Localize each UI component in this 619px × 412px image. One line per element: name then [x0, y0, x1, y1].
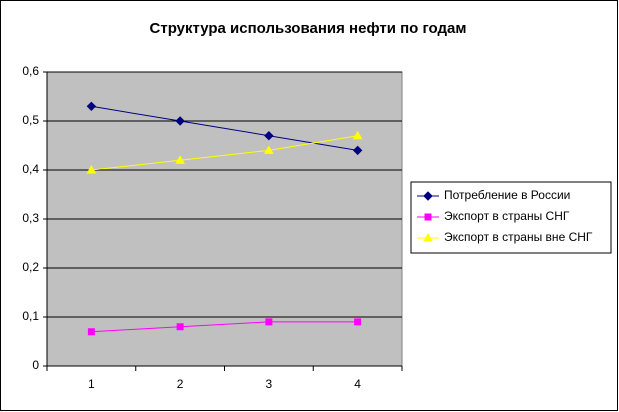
data-point — [86, 101, 97, 112]
chart-title: Структура использования нефти по годам — [150, 20, 467, 37]
data-point — [175, 155, 185, 164]
data-point — [86, 164, 97, 174]
y-tick-label: 0,6 — [22, 64, 39, 78]
data-point — [354, 318, 362, 326]
x-tick-label: 3 — [266, 377, 273, 391]
data-point — [264, 130, 274, 141]
x-tick-label: 1 — [88, 377, 95, 391]
data-point — [265, 318, 273, 326]
series-line — [91, 135, 358, 171]
legend-marker — [423, 191, 433, 201]
data-point — [175, 116, 185, 126]
y-tick-label: 0,1 — [22, 309, 39, 323]
legend-marker — [424, 213, 432, 221]
legend — [410, 181, 612, 254]
y-tick-label: 0,5 — [22, 113, 39, 127]
data-point — [264, 145, 274, 154]
legend-label: Экспорт в страны СНГ — [444, 209, 570, 223]
x-tick-label: 4 — [354, 377, 361, 391]
data-point — [352, 145, 363, 156]
y-tick-label: 0,2 — [22, 260, 39, 274]
y-tick-label: 0,3 — [22, 211, 39, 225]
y-tick-label: 0 — [32, 358, 39, 372]
legend-label: Экспорт в страны вне СНГ — [444, 230, 593, 244]
series-line — [91, 321, 358, 333]
data-point — [176, 323, 184, 331]
data-point — [352, 130, 363, 140]
legend-label: Потребление в России — [444, 188, 570, 202]
x-tick-label: 2 — [177, 377, 184, 391]
legend-marker — [423, 232, 433, 242]
y-tick-label: 0,4 — [22, 162, 39, 176]
data-point — [87, 328, 95, 336]
